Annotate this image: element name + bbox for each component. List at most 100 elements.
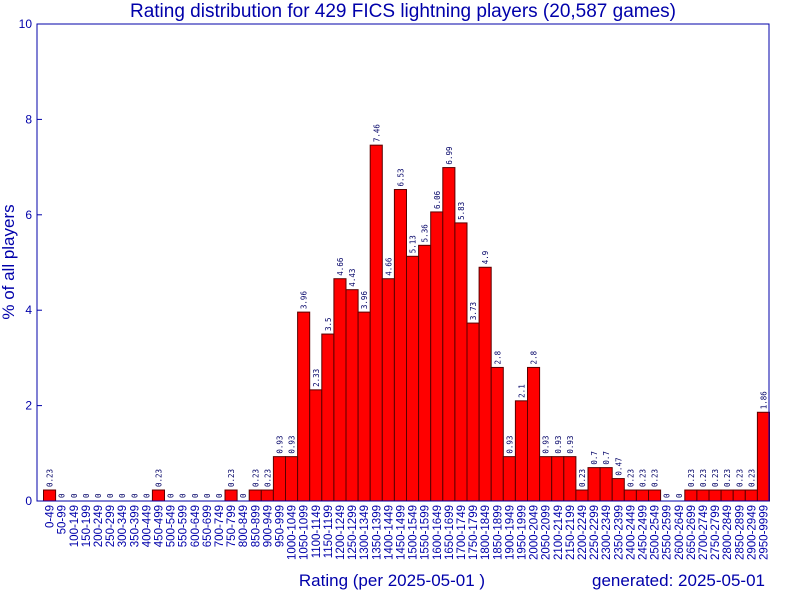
bar [648,489,662,502]
data-label: 6.53 [396,168,405,186]
data-label: 0.23 [626,469,635,487]
data-label: 0.93 [288,436,297,454]
x-tick-label: 2900-2949 [746,505,758,560]
data-label: 2.33 [312,369,321,387]
x-tick-label: 400-449 [141,505,153,547]
bar [43,489,57,502]
x-tick-label: 0-49 [45,505,57,528]
x-tick-label: 2150-2199 [565,505,577,560]
bar [381,278,395,502]
x-tick-label: 50-99 [57,505,69,534]
bar [756,411,771,502]
bar [224,489,238,502]
plot-frame [36,23,770,502]
data-label: 2.8 [530,350,539,364]
bar [587,467,601,502]
x-tick-label: 2600-2649 [674,505,686,560]
bar [490,366,504,502]
data-label: 3.5 [324,318,333,332]
x-tick-label: 750-799 [226,505,238,547]
data-label: 0.93 [566,436,575,454]
data-label: 0 [130,493,139,498]
data-label: 0 [179,493,188,498]
bar [248,489,262,502]
data-label: 0 [118,493,127,498]
data-label: 0.23 [263,469,272,487]
data-label: 0 [94,493,103,498]
x-tick-label: 700-749 [214,505,226,547]
bar [418,244,432,502]
x-tick-label: 450-499 [153,505,165,547]
generated-date-footer: generated: 2025-05-01 [592,571,765,590]
x-tick-label: 550-599 [178,505,190,547]
x-tick-label: 2750-2799 [710,505,722,560]
data-label: 0 [58,493,67,498]
bar [708,489,722,502]
data-labels-group: 0.230 0 0 0 0 0 0 00.230 0 0 0 00.2300.23 0.230.93 0.… [46,124,769,498]
bar [285,456,299,502]
bar [720,489,734,502]
x-tick-label: 1500-1549 [408,505,420,560]
x-tick-label: 2050-2099 [541,505,553,560]
bar [575,489,589,502]
x-tick-label: 850-899 [250,505,262,547]
x-tick-label: 1550-1599 [420,505,432,560]
bar [502,456,516,502]
bar [442,167,456,502]
bars-group [43,144,771,502]
x-tick-label: 1200-1249 [335,505,347,560]
bar [478,266,492,502]
y-tick-label: 0 [25,494,32,508]
x-tick-label: 2350-2399 [613,505,625,560]
data-label: 4.43 [348,269,357,287]
x-tick-label: 2700-2749 [698,505,710,560]
data-label: 0.93 [542,436,551,454]
x-tick-label: 2000-2049 [529,505,541,560]
x-tick-label: 900-949 [262,505,274,547]
bar [309,389,323,502]
data-label: 0.93 [505,436,514,454]
x-tick-label: 200-249 [93,505,105,547]
data-label: 0.23 [711,469,720,487]
bar [345,289,359,502]
data-label: 2.8 [493,350,502,364]
bar [333,278,347,502]
x-tick-label: 2650-2699 [686,505,698,560]
x-tick-label: 2200-2249 [577,505,589,560]
x-tick-label: 250-299 [105,505,117,547]
x-tick-label: 2400-2449 [625,505,637,560]
x-tick-label: 2550-2599 [662,505,674,560]
x-tick-label: 1450-1499 [395,505,407,560]
x-tick-label: 1850-1899 [492,505,504,560]
data-label: 0.93 [554,436,563,454]
data-label: 0 [203,493,212,498]
x-tick-label: 950-999 [274,505,286,547]
x-tick-label: 350-399 [129,505,141,547]
x-tick-label: 1000-1049 [287,505,299,560]
x-tick-label: 2800-2849 [722,505,734,560]
y-axis-label: % of all players [0,204,18,319]
x-tick-label: 2950-9999 [758,505,770,560]
x-ticks-group: 0-49 50-99 100-149 150-199 200-249 250-299 300… [45,505,771,560]
x-tick-label: 1050-1099 [299,505,311,560]
x-tick-label: 1950-1999 [516,505,528,560]
data-label: 0 [191,493,200,498]
data-label: 0 [142,493,151,498]
data-label: 0.23 [735,469,744,487]
bar [406,255,420,502]
bar [466,322,480,502]
data-label: 5.36 [421,224,430,243]
x-tick-label: 800-849 [238,505,250,547]
bar [272,456,286,502]
y-tick-label: 2 [25,399,32,413]
data-label: 0 [167,493,176,498]
bar [297,311,311,502]
data-label: 0.23 [154,469,163,487]
data-label: 0.23 [687,469,696,487]
x-tick-label: 1600-1649 [432,505,444,560]
x-tick-label: 1350-1399 [371,505,383,560]
data-label: 0.23 [651,469,660,487]
data-label: 3.96 [300,291,309,310]
x-tick-label: 300-349 [117,505,129,547]
x-tick-label: 100-149 [69,505,81,547]
